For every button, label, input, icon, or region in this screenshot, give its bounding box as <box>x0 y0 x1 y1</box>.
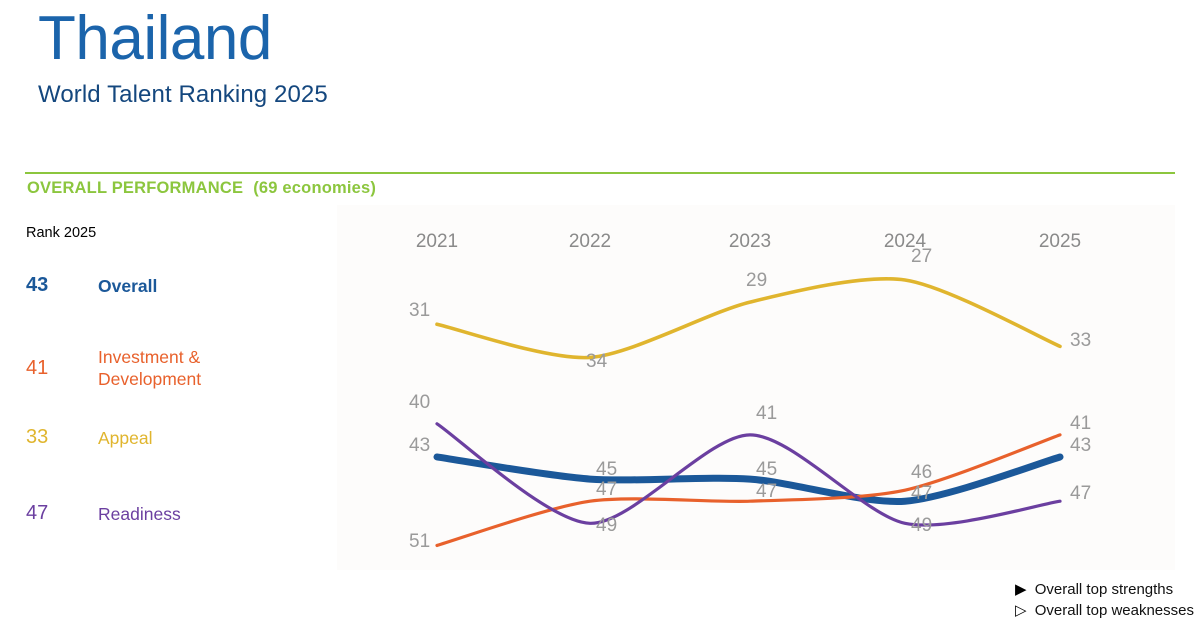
data-label: 45 <box>596 459 618 481</box>
data-label: 27 <box>911 246 933 267</box>
rank-row: 43 Overall <box>26 274 326 297</box>
section-divider <box>25 172 1175 174</box>
data-label: 51 <box>409 531 431 553</box>
rank-label: Readiness <box>98 503 181 524</box>
data-label: 47 <box>596 479 618 501</box>
rank-value: 33 <box>26 426 49 448</box>
strengths-weaknesses-legend: ▶ Overall top strengths ▷ Overall top weakn… <box>1011 580 1194 622</box>
section-heading-text: OVERALL PERFORMANCE <box>27 179 244 197</box>
year-tick-2022: 2022 <box>568 231 612 252</box>
hollow-triangle-icon: ▷ <box>1014 602 1027 619</box>
data-label: 49 <box>596 515 618 537</box>
page-title: Thailand <box>38 4 272 73</box>
rank-label: Overall <box>98 275 158 296</box>
page-subtitle: World Talent Ranking 2025 <box>38 81 328 108</box>
legend-label: Overall top strengths <box>1034 581 1174 598</box>
rank-label: Appeal <box>98 427 153 448</box>
data-label: 31 <box>409 300 431 322</box>
data-label: 40 <box>409 391 431 413</box>
year-tick-2023: 2023 <box>728 231 772 252</box>
data-label: 33 <box>1070 330 1092 352</box>
data-label: 47 <box>756 481 778 503</box>
data-label: 43 <box>1070 434 1092 456</box>
page-header: Thailand World Talent Ranking 2025 <box>38 4 328 110</box>
legend-row: ▶ Overall top strengths <box>1011 580 1194 600</box>
data-label: 41 <box>756 402 778 424</box>
filled-triangle-icon: ▶ <box>1014 581 1027 598</box>
rank-row: 47 Readiness <box>26 502 326 525</box>
rank-value: 47 <box>26 502 49 524</box>
data-label: 49 <box>911 515 933 537</box>
rank-row: 33 Appeal <box>26 426 326 449</box>
rank-value: 41 <box>26 356 49 379</box>
data-label: 29 <box>746 270 768 292</box>
year-tick-2021: 2021 <box>415 231 459 252</box>
section-economies-count: (69 economies) <box>253 179 377 197</box>
legend-row: ▷ Overall top weaknesses <box>1011 601 1194 621</box>
data-label: 34 <box>586 351 608 373</box>
data-label: 45 <box>756 459 778 481</box>
data-label: 47 <box>1070 483 1092 505</box>
rank-row: 41 Investment & Development <box>26 346 326 390</box>
data-label: 43 <box>409 434 431 456</box>
data-label: 46 <box>911 462 933 484</box>
section-heading: OVERALL PERFORMANCE (69 economies) <box>27 179 376 198</box>
legend-label: Overall top weaknesses <box>1034 602 1194 619</box>
data-label: 41 <box>1070 412 1092 434</box>
rank-column-header: Rank 2025 <box>26 225 97 241</box>
rank-value: 43 <box>26 274 49 296</box>
data-label: 47 <box>911 483 933 505</box>
rank-label: Investment & Development <box>98 347 202 389</box>
year-tick-2024: 2024 <box>883 231 927 252</box>
year-tick-2025: 2025 <box>1038 231 1082 252</box>
